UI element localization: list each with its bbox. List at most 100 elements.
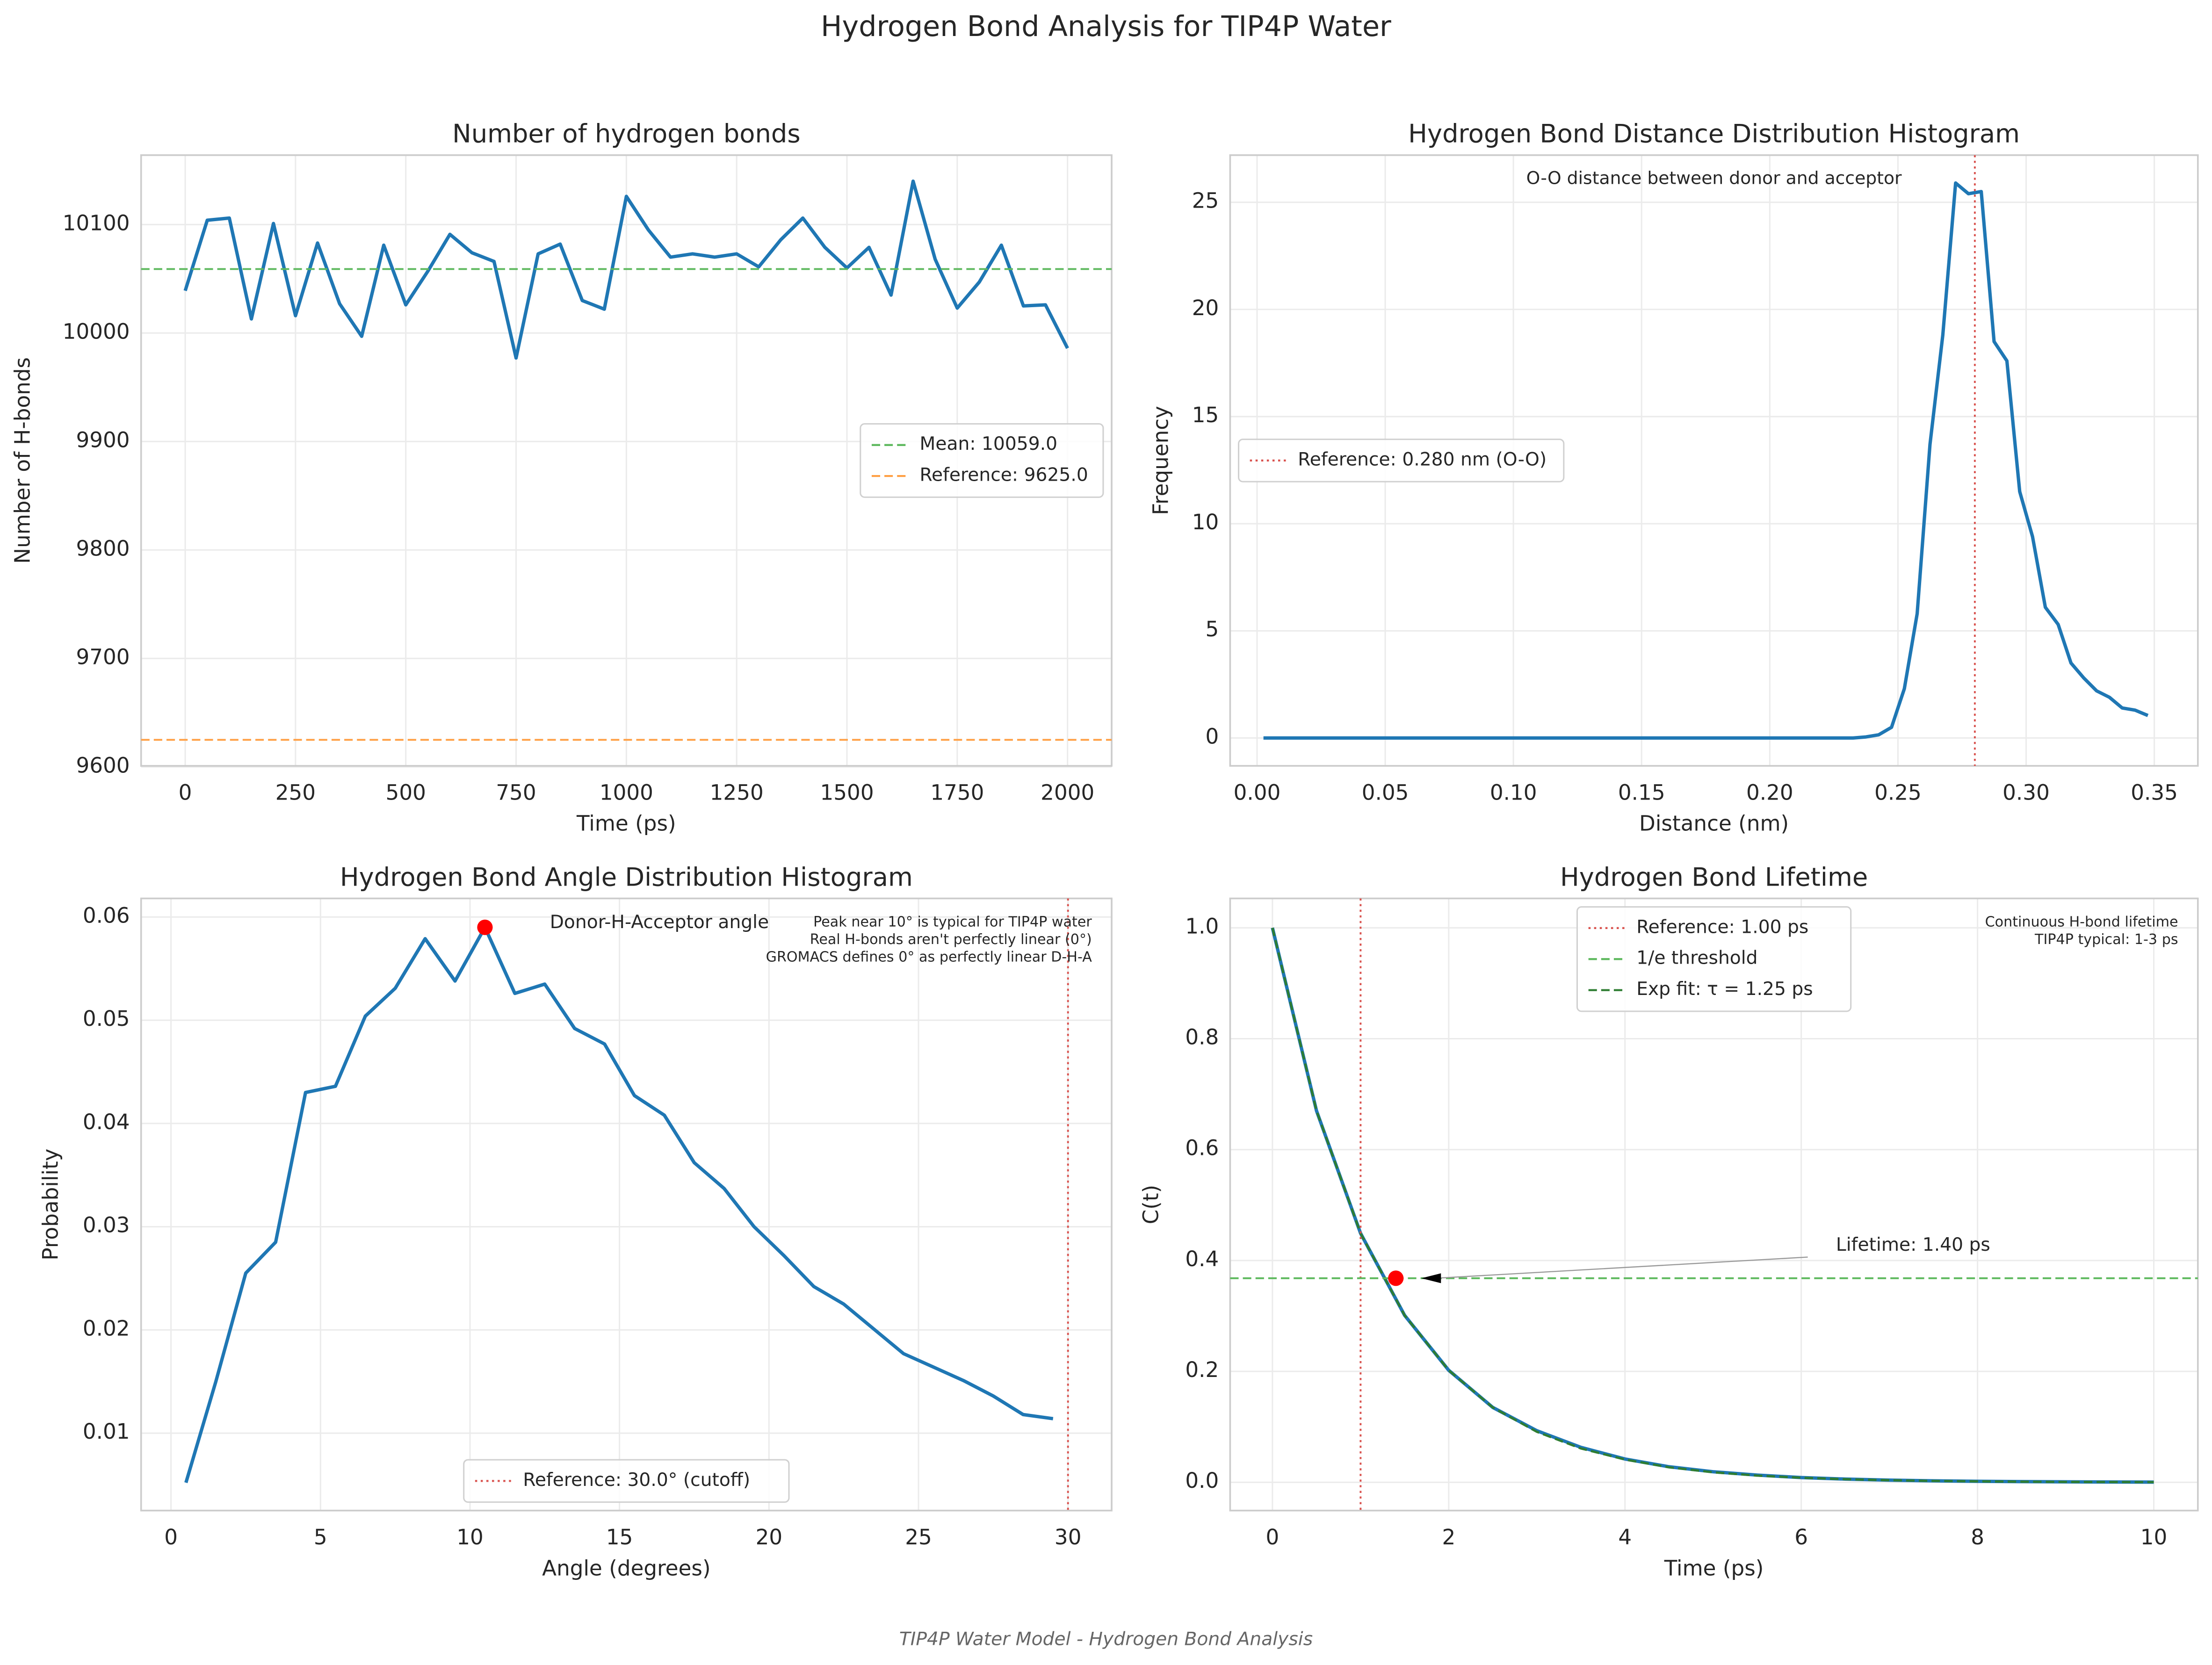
series-line [183, 179, 1069, 360]
y-tick-label: 0.4 [1185, 1247, 1219, 1271]
legend-label: Reference: 9625.0 [920, 465, 1088, 486]
y-axis-label: Probability [38, 1149, 63, 1261]
subplot-title: Hydrogen Bond Lifetime [1560, 862, 1868, 892]
x-tick-label: 15 [606, 1525, 633, 1550]
plot-frame [140, 154, 1113, 767]
y-tick-label: 9600 [76, 753, 130, 778]
x-tick-label: 0 [1266, 1525, 1279, 1550]
x-axis-label: Time (ps) [1664, 1556, 1764, 1580]
y-tick-label: 0.02 [83, 1316, 130, 1341]
plot-frame [1229, 897, 2199, 1512]
arrow-head [1421, 1273, 1441, 1283]
y-tick-label: 0.06 [83, 903, 130, 928]
y-tick-label: 20 [1192, 296, 1219, 320]
highlight-point [477, 919, 493, 935]
footer: TIP4P Water Model - Hydrogen Bond Analys… [899, 1629, 1313, 1650]
x-tick-label: 2000 [1041, 780, 1094, 805]
y-tick-label: 1.0 [1185, 914, 1219, 938]
annotation: Continuous H-bond lifetime [1985, 914, 2178, 930]
y-axis-label: Frequency [1149, 406, 1173, 515]
y-tick-label: 0.01 [83, 1419, 130, 1444]
x-tick-label: 0 [179, 780, 192, 805]
y-tick-label: 0.05 [83, 1006, 130, 1031]
highlight-point [1388, 1270, 1404, 1286]
figure-title: Hydrogen Bond Analysis for TIP4P Water [821, 10, 1391, 43]
legend [1238, 439, 1565, 483]
subplot: 0 2 4 6 8 10 0.0 0.2 0.4 0.6 0.8 1.0 Hydrogen Bond L… [1139, 862, 2199, 1580]
legend [860, 423, 1104, 498]
y-tick-label: 0.04 [83, 1110, 130, 1134]
y-tick-label: 0.6 [1185, 1136, 1219, 1160]
series-line [1271, 927, 2154, 1484]
series-line [184, 925, 1054, 1484]
legend-label: Reference: 0.280 nm (O-O) [1298, 449, 1547, 470]
subplot-title: Number of hydrogen bonds [452, 119, 801, 149]
legend-label: 1/e threshold [1636, 948, 1757, 969]
subplot: 0 250 500 750 1000 1250 1500 1750 2000 9600 9700 98… [10, 119, 1113, 836]
legend [463, 1459, 790, 1503]
series-line [1263, 181, 2149, 740]
y-tick-label: 9800 [76, 536, 130, 561]
x-tick-label: 1250 [710, 780, 764, 805]
x-tick-label: 0.05 [1362, 780, 1409, 805]
x-tick-label: 0.15 [1618, 780, 1665, 805]
plot-frame [1229, 154, 2199, 767]
y-tick-label: 0.2 [1185, 1357, 1219, 1382]
subplot-title: Hydrogen Bond Angle Distribution Histogr… [340, 862, 913, 892]
x-tick-label: 1500 [820, 780, 874, 805]
y-tick-label: 15 [1192, 403, 1219, 427]
x-tick-label: 250 [275, 780, 316, 805]
x-tick-label: 750 [496, 780, 536, 805]
x-tick-label: 10 [456, 1525, 484, 1550]
annotation: TIP4P typical: 1-3 ps [2034, 931, 2178, 948]
annotation: O-O distance between donor and acceptor [1526, 168, 1902, 188]
legend-label: Reference: 1.00 ps [1636, 916, 1808, 937]
x-tick-label: 500 [386, 780, 426, 805]
y-axis-label: Number of H-bonds [10, 357, 35, 564]
x-tick-label: 1000 [600, 780, 653, 805]
legend-label: Reference: 30.0° (cutoff) [523, 1470, 750, 1491]
x-tick-label: 5 [314, 1525, 327, 1550]
y-tick-label: 9700 [76, 644, 130, 669]
annotation: GROMACS defines 0° as perfectly linear D… [766, 949, 1092, 966]
y-tick-label: 0.0 [1185, 1468, 1219, 1493]
y-tick-label: 25 [1192, 188, 1219, 213]
y-tick-label: 10000 [63, 319, 130, 344]
legend-label: Mean: 10059.0 [920, 433, 1058, 454]
y-tick-label: 10 [1192, 510, 1219, 534]
y-tick-label: 5 [1206, 617, 1219, 641]
plot-frame [140, 897, 1113, 1512]
x-tick-label: 30 [1055, 1525, 1082, 1550]
x-tick-label: 0.30 [2002, 780, 2050, 805]
x-tick-label: 4 [1618, 1525, 1632, 1550]
y-tick-label: 9900 [76, 427, 130, 452]
x-tick-label: 0 [164, 1525, 178, 1550]
annotation: Real H-bonds aren't perfectly linear (0°… [810, 931, 1092, 948]
subplot: 0.00 0.05 0.10 0.15 0.20 0.25 0.30 0.35 0 5 10 15 20… [1149, 119, 2199, 836]
x-axis-label: Distance (nm) [1639, 811, 1789, 836]
x-tick-label: 6 [1794, 1525, 1808, 1550]
x-tick-label: 0.00 [1234, 780, 1281, 805]
x-tick-label: 1750 [930, 780, 984, 805]
x-tick-label: 10 [2140, 1525, 2168, 1550]
x-tick-label: 0.20 [1746, 780, 1793, 805]
x-tick-label: 8 [1971, 1525, 1984, 1550]
plot-area [141, 898, 1112, 1511]
legend [1576, 906, 1852, 1012]
y-tick-label: 0.8 [1185, 1025, 1219, 1050]
y-tick-label: 0 [1206, 724, 1219, 749]
y-tick-label: 10100 [63, 210, 130, 235]
subplot-title: Hydrogen Bond Distance Distribution Hist… [1408, 119, 2020, 149]
y-tick-label: 0.03 [83, 1213, 130, 1238]
annotation: Peak near 10° is typical for TIP4P water [813, 914, 1092, 930]
x-axis-label: Angle (degrees) [542, 1556, 710, 1580]
x-tick-label: 0.35 [2131, 780, 2178, 805]
annotation-arrow [1435, 1256, 1808, 1279]
point-label: Donor-H-Acceptor angle [550, 912, 769, 933]
x-tick-label: 20 [756, 1525, 783, 1550]
x-tick-label: 0.10 [1490, 780, 1537, 805]
x-tick-label: 0.25 [1874, 780, 1922, 805]
legend-label: Exp fit: τ = 1.25 ps [1636, 979, 1813, 1000]
